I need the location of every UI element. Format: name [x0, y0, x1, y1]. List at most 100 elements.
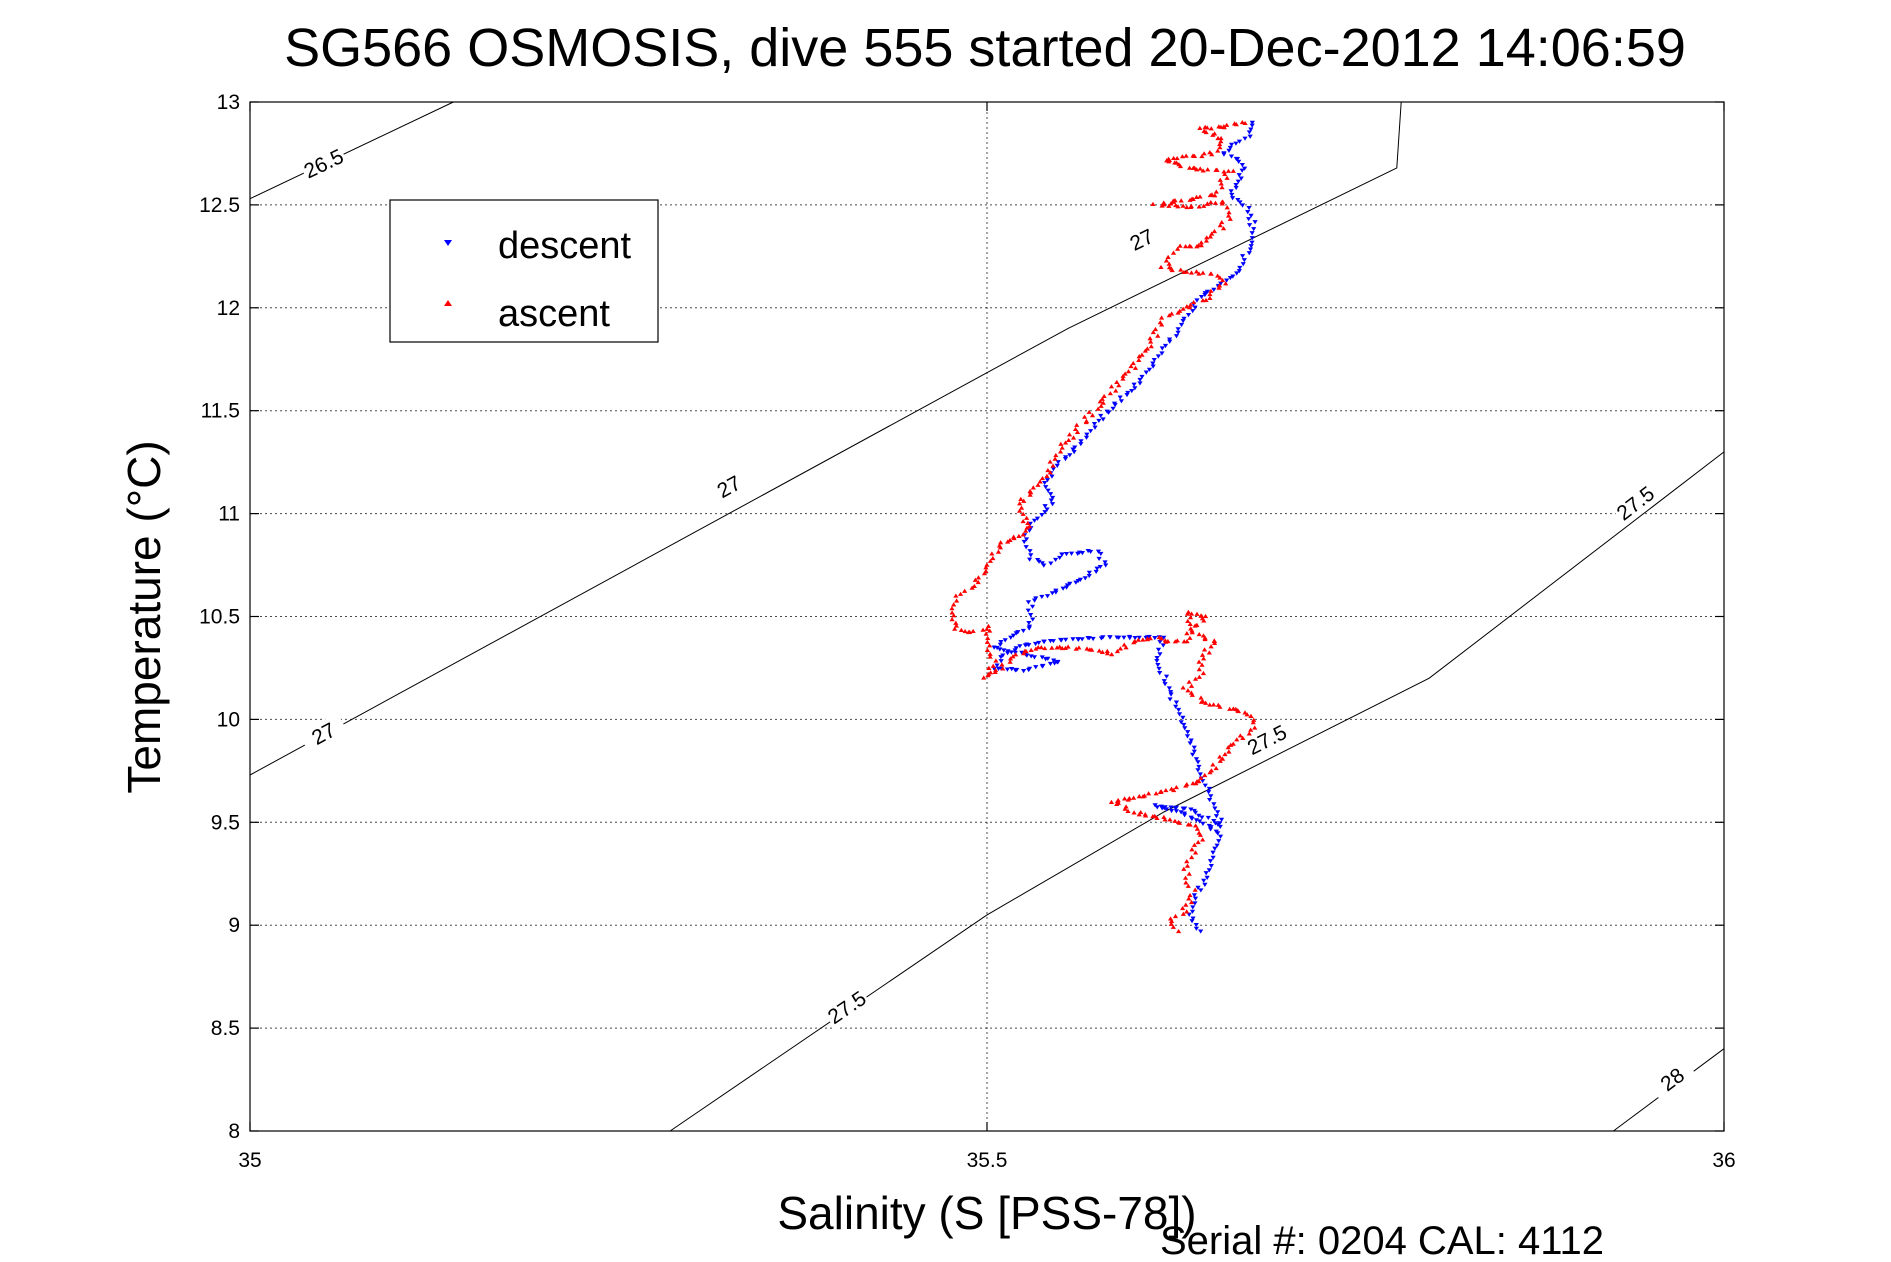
- descent-point: [1173, 334, 1180, 339]
- descent-point: [1012, 648, 1018, 653]
- descent-point: [1048, 561, 1054, 566]
- ascent-point: [1179, 154, 1186, 159]
- ascent-point: [1198, 613, 1205, 618]
- ascent-point: [1057, 644, 1063, 649]
- isopycnal-line-27.5: [669, 451, 1725, 1132]
- descent-point: [1185, 730, 1191, 735]
- descent-point: [1063, 455, 1069, 460]
- descent-point: [1212, 806, 1218, 811]
- descent-point: [1054, 659, 1061, 665]
- ascent-point: [949, 610, 955, 615]
- descent-point: [1241, 258, 1247, 263]
- ascent-point: [1114, 648, 1121, 654]
- legend-frame: [389, 199, 659, 343]
- ascent-point: [987, 651, 993, 656]
- descent-point: [1247, 134, 1253, 139]
- ascent-point: [1150, 201, 1156, 206]
- ascent-point: [1208, 200, 1214, 205]
- ascent-point: [1180, 685, 1186, 690]
- ascent-point: [1227, 216, 1233, 221]
- ascent-point: [1168, 921, 1174, 926]
- descent-point: [1181, 316, 1187, 322]
- ascent-point: [1198, 699, 1205, 704]
- descent-point: [1228, 142, 1235, 148]
- descent-point: [1198, 929, 1204, 934]
- descent-point: [1168, 692, 1174, 697]
- ascent-point: [1100, 400, 1106, 405]
- descent-point: [1162, 343, 1169, 349]
- ascent-point: [1062, 645, 1069, 650]
- legend-ascent-label: ascent: [498, 293, 610, 335]
- ascent-point: [993, 667, 999, 673]
- ascent-point: [1153, 791, 1159, 796]
- ascent-point: [1202, 636, 1208, 642]
- descent-point: [1129, 388, 1135, 394]
- descent-point: [1202, 783, 1208, 788]
- ascent-point: [1203, 700, 1209, 705]
- ascent-point: [1136, 354, 1142, 359]
- ascent-point: [1185, 688, 1191, 693]
- ascent-point: [1199, 662, 1205, 667]
- descent-point: [1154, 805, 1160, 810]
- isopycnal-line-27: [249, 101, 1402, 776]
- ascent-point: [1172, 818, 1178, 823]
- isopycnal-line-26.5: [249, 101, 454, 200]
- ascent-point: [1074, 429, 1081, 434]
- descent-point: [1173, 700, 1180, 705]
- ascent-point: [1193, 194, 1200, 199]
- descent-point: [1055, 460, 1061, 465]
- descent-point: [1078, 442, 1084, 447]
- descent-point: [1005, 651, 1011, 656]
- descent-point: [1203, 871, 1209, 876]
- ascent-point: [1165, 638, 1171, 644]
- ascent-point: [1158, 315, 1165, 320]
- descent-point: [1193, 922, 1199, 928]
- descent-point: [1156, 666, 1162, 672]
- ascent-point: [1200, 670, 1207, 676]
- descent-point: [1215, 810, 1221, 815]
- descent-point: [1111, 401, 1118, 406]
- descent-point: [1199, 815, 1205, 820]
- ascent-point: [1081, 414, 1088, 419]
- ascent-point: [1187, 892, 1193, 898]
- ascent-point: [1142, 813, 1149, 818]
- ascent-point: [1183, 153, 1189, 158]
- descent-point: [1159, 346, 1165, 351]
- descent-point: [1176, 707, 1182, 713]
- descent-point: [1033, 596, 1039, 601]
- legend-ascent-marker: [444, 300, 452, 306]
- descent-point: [1146, 367, 1153, 372]
- descent-point: [1022, 643, 1028, 648]
- ascent-point: [1052, 456, 1058, 461]
- descent-point: [1082, 576, 1088, 581]
- ascent-point: [1162, 817, 1168, 822]
- ascent-point: [1173, 160, 1180, 165]
- ascent-point: [1180, 306, 1186, 311]
- ascent-point: [1207, 770, 1213, 775]
- descent-point: [1182, 726, 1188, 731]
- descent-point: [1196, 813, 1202, 818]
- ascent-point: [1142, 348, 1148, 353]
- ascent-point: [1021, 498, 1027, 503]
- ascent-point: [1197, 125, 1203, 130]
- ascent-point: [1205, 167, 1211, 172]
- descent-point: [1207, 859, 1214, 864]
- descent-point: [1251, 227, 1257, 232]
- ascent-point: [1173, 784, 1179, 790]
- descent-point: [1180, 806, 1186, 811]
- descent-point: [1100, 417, 1106, 422]
- ascent-point: [1204, 125, 1210, 130]
- ascent-point: [1072, 426, 1079, 432]
- ascent-point: [1219, 219, 1225, 225]
- ascent-point: [1132, 638, 1138, 643]
- descent-point: [1178, 322, 1185, 328]
- ascent-point: [1147, 636, 1153, 641]
- ascent-point: [1219, 185, 1225, 190]
- ascent-point: [1186, 896, 1192, 901]
- ascent-point: [1186, 679, 1192, 684]
- ascent-point: [1183, 902, 1189, 907]
- descent-point: [1212, 846, 1218, 851]
- descent-point: [1211, 819, 1217, 824]
- ascent-point: [1183, 244, 1189, 249]
- ascent-point: [1184, 909, 1190, 914]
